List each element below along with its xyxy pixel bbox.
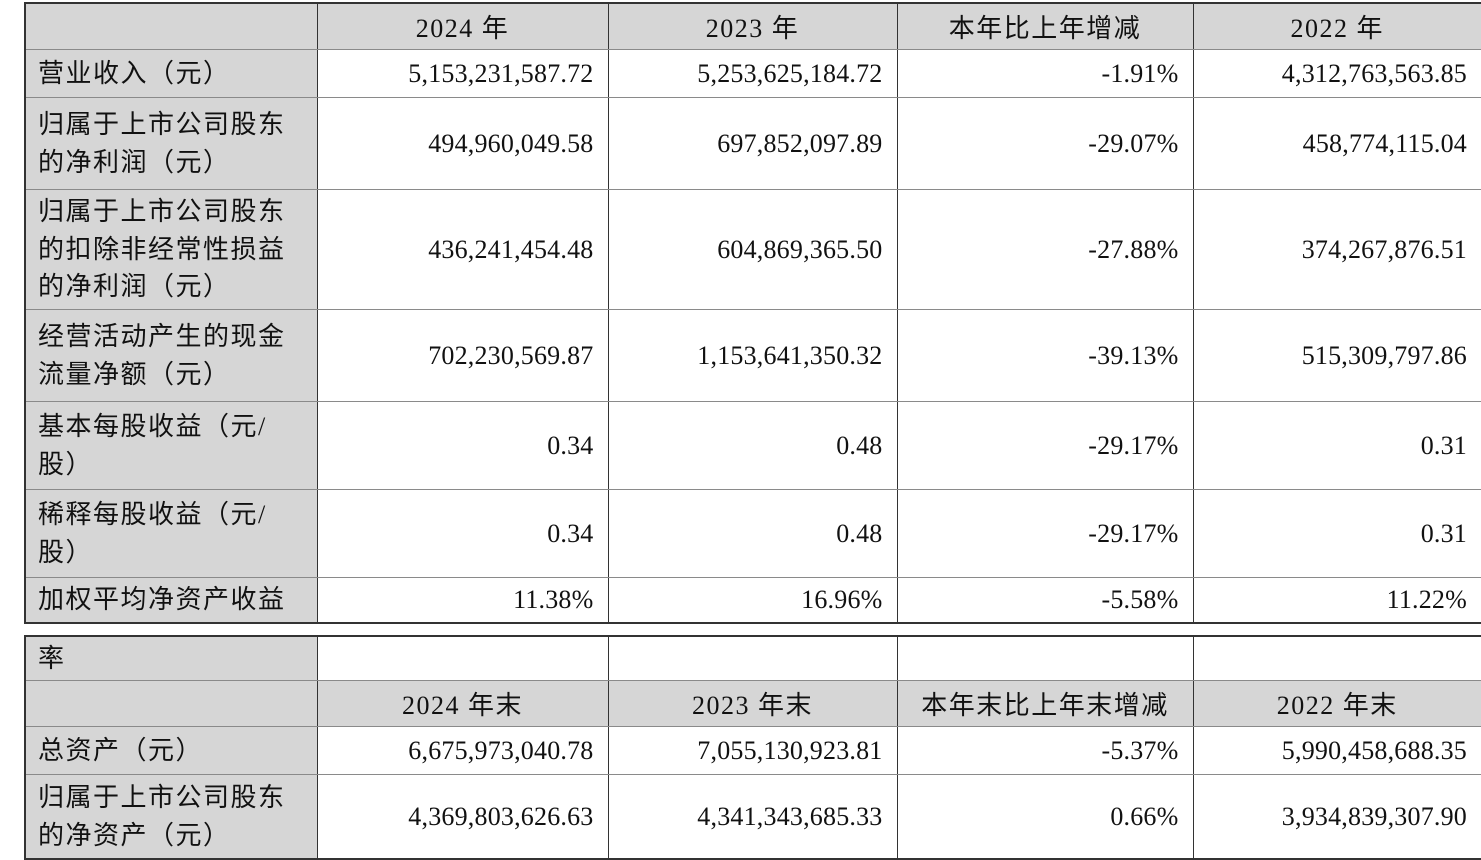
- col-header-2024: 2024 年: [316, 2, 609, 50]
- table-row-basic-eps: 基本每股收益（元/ 股） 0.34 0.48 -29.17% 0.31: [24, 401, 1481, 491]
- table-row-net-profit-excl-nonrecurring: 归属于上市公司股东 的扣除非经常性损益 的净利润（元） 436,241,454.…: [24, 188, 1481, 311]
- cell-value: -5.37%: [896, 726, 1194, 776]
- header-row: 2024 年 2023 年 本年比上年增减 2022 年: [24, 2, 1481, 50]
- row-label: 归属于上市公司股东 的净利润（元）: [24, 97, 318, 190]
- row-label-carryover: 率: [24, 635, 318, 682]
- cell-value: 436,241,454.48: [316, 188, 609, 311]
- col-header-blank: [24, 680, 318, 728]
- cell-value: 11.22%: [1192, 577, 1481, 624]
- cell-value: 1,153,641,350.32: [607, 309, 898, 403]
- table-row-net-assets: 归属于上市公司股东 的净资产（元） 4,369,803,626.63 4,341…: [24, 774, 1481, 860]
- table-row-roe-carryover: 率: [24, 635, 1481, 682]
- cell-value: 4,369,803,626.63: [316, 774, 609, 860]
- cell-value: 4,312,763,563.85: [1192, 49, 1481, 98]
- cell-value: 0.34: [316, 489, 609, 579]
- row-label: 经营活动产生的现金 流量净额（元）: [24, 309, 318, 403]
- cell-value: 0.48: [607, 489, 898, 579]
- cell-value: -29.17%: [896, 489, 1194, 579]
- row-label: 归属于上市公司股东 的净资产（元）: [24, 774, 318, 860]
- cell-value: 458,774,115.04: [1192, 97, 1481, 190]
- col-header-2022: 2022 年: [1192, 2, 1481, 50]
- cell-value: 7,055,130,923.81: [607, 726, 898, 776]
- cell-value: 0.66%: [896, 774, 1194, 860]
- cell-value-empty: [896, 635, 1194, 682]
- cell-value: 0.48: [607, 401, 898, 491]
- row-label: 稀释每股收益（元/ 股）: [24, 489, 318, 579]
- cell-value-empty: [316, 635, 609, 682]
- cell-value: -29.17%: [896, 401, 1194, 491]
- table-row-operating-revenue: 营业收入（元） 5,153,231,587.72 5,253,625,184.7…: [24, 49, 1481, 98]
- cell-value: 5,990,458,688.35: [1192, 726, 1481, 776]
- cell-value: 697,852,097.89: [607, 97, 898, 190]
- row-label: 营业收入（元）: [24, 49, 318, 98]
- col-header-yoy-change: 本年比上年增减: [896, 2, 1194, 50]
- table-row-weighted-avg-roe: 加权平均净资产收益 11.38% 16.96% -5.58% 11.22%: [24, 577, 1481, 624]
- cell-value: -1.91%: [896, 49, 1194, 98]
- cell-value: -5.58%: [896, 577, 1194, 624]
- cell-value: 5,153,231,587.72: [316, 49, 609, 98]
- cell-value-empty: [1192, 635, 1481, 682]
- table-row-total-assets: 总资产（元） 6,675,973,040.78 7,055,130,923.81…: [24, 726, 1481, 776]
- col-header-2023: 2023 年: [607, 2, 898, 50]
- row-label: 总资产（元）: [24, 726, 318, 776]
- cell-value: 4,341,343,685.33: [607, 774, 898, 860]
- cell-value: 11.38%: [316, 577, 609, 624]
- header-row: 2024 年末 2023 年末 本年末比上年末增减 2022 年末: [24, 680, 1481, 728]
- cell-value: 3,934,839,307.90: [1192, 774, 1481, 860]
- cell-value: -27.88%: [896, 188, 1194, 311]
- row-label: 加权平均净资产收益: [24, 577, 318, 624]
- table-row-operating-cash-flow: 经营活动产生的现金 流量净额（元） 702,230,569.87 1,153,6…: [24, 309, 1481, 403]
- key-indicators-table: 2024 年 2023 年 本年比上年增减 2022 年 营业收入（元） 5,1…: [24, 2, 1481, 624]
- cell-value-empty: [607, 635, 898, 682]
- cell-value: 604,869,365.50: [607, 188, 898, 311]
- col-header-2023-end: 2023 年末: [607, 680, 898, 728]
- cell-value: 702,230,569.87: [316, 309, 609, 403]
- col-header-2022-end: 2022 年末: [1192, 680, 1481, 728]
- row-label: 基本每股收益（元/ 股）: [24, 401, 318, 491]
- col-header-yoy-end-change: 本年末比上年末增减: [896, 680, 1194, 728]
- table-row-net-profit: 归属于上市公司股东 的净利润（元） 494,960,049.58 697,852…: [24, 97, 1481, 190]
- cell-value: 5,253,625,184.72: [607, 49, 898, 98]
- year-end-indicators-table: 率 2024 年末 2023 年末 本年末比上年末增减 2022 年末 总资产（…: [24, 634, 1481, 860]
- table-row-diluted-eps: 稀释每股收益（元/ 股） 0.34 0.48 -29.17% 0.31: [24, 489, 1481, 579]
- cell-value: 6,675,973,040.78: [316, 726, 609, 776]
- col-header-blank: [24, 2, 318, 50]
- cell-value: 494,960,049.58: [316, 97, 609, 190]
- row-label: 归属于上市公司股东 的扣除非经常性损益 的净利润（元）: [24, 188, 318, 311]
- cell-value: 515,309,797.86: [1192, 309, 1481, 403]
- cell-value: -29.07%: [896, 97, 1194, 190]
- cell-value: 374,267,876.51: [1192, 188, 1481, 311]
- cell-value: 16.96%: [607, 577, 898, 624]
- cell-value: 0.31: [1192, 401, 1481, 491]
- cell-value: -39.13%: [896, 309, 1194, 403]
- cell-value: 0.34: [316, 401, 609, 491]
- col-header-2024-end: 2024 年末: [316, 680, 609, 728]
- cell-value: 0.31: [1192, 489, 1481, 579]
